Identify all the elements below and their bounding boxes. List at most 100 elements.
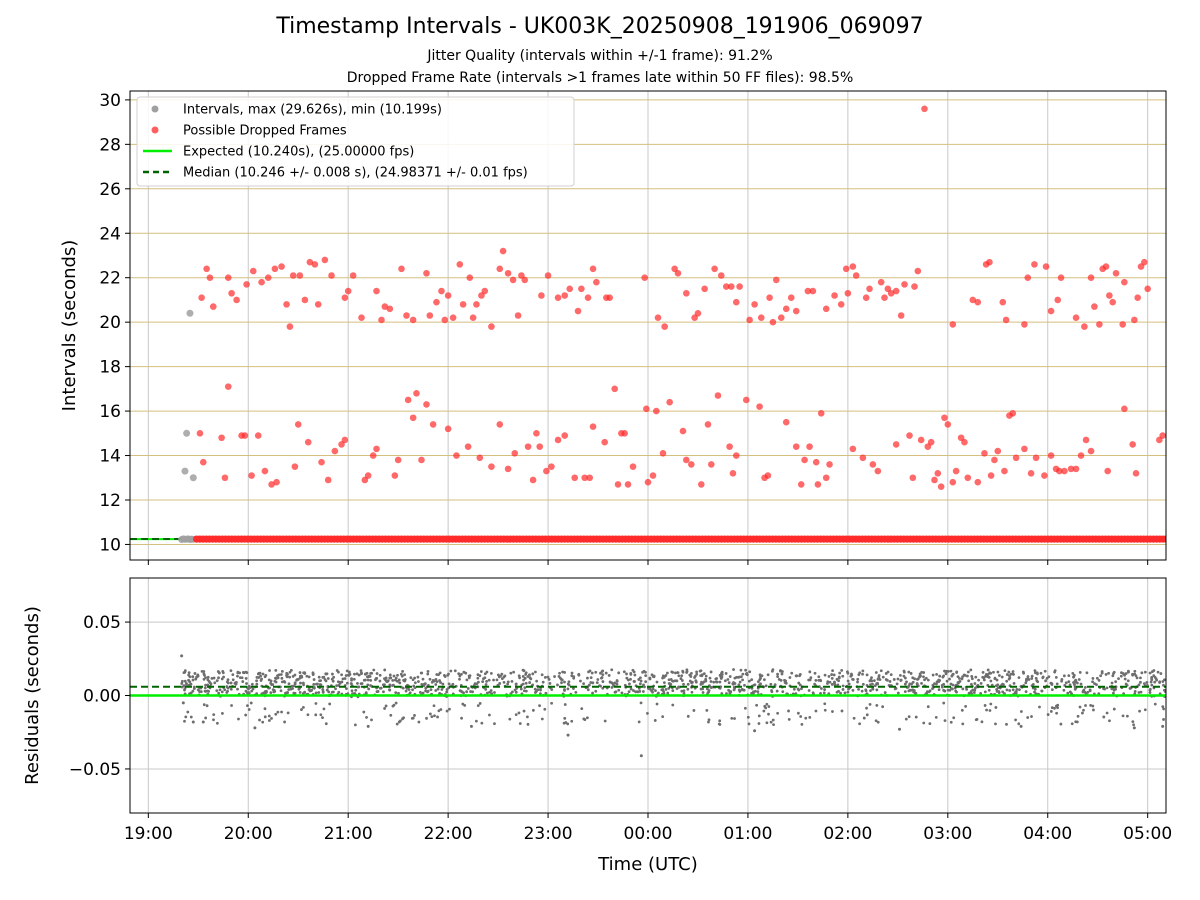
residual-point [332, 675, 336, 679]
bottom-ytick-label: 0.05 [83, 613, 121, 633]
residual-point [302, 705, 305, 709]
residual-point [276, 674, 279, 678]
residual-point [247, 708, 251, 711]
dropped-frame-point [809, 287, 817, 295]
dropped-frame-point [456, 261, 464, 268]
residual-point [603, 719, 607, 723]
residual-point [1110, 681, 1114, 685]
residual-point [775, 689, 779, 693]
dropped-frame-point [717, 272, 725, 279]
residual-point [191, 678, 195, 682]
residual-point [1103, 687, 1106, 691]
residual-point [448, 707, 451, 711]
residual-point [831, 669, 834, 672]
residual-point [836, 683, 840, 687]
residual-point [267, 714, 271, 718]
residual-point [599, 684, 602, 688]
residual-point [634, 690, 637, 694]
residual-point [781, 670, 784, 673]
residual-point [861, 672, 864, 676]
residual-point [465, 678, 469, 682]
residual-point [212, 676, 216, 680]
residual-point [229, 681, 233, 685]
residual-point [748, 670, 752, 674]
dropped-frame-point [666, 398, 673, 406]
residual-point [601, 669, 605, 673]
residual-point [196, 688, 200, 692]
residual-point [769, 682, 773, 686]
dropped-frame-point [1082, 436, 1090, 444]
residual-point [667, 678, 671, 682]
residual-point [244, 713, 248, 717]
residual-point [393, 678, 397, 682]
residual-point [765, 702, 769, 706]
residual-point [465, 690, 469, 694]
residual-point [217, 691, 221, 695]
residual-point [1076, 714, 1080, 718]
residual-point [940, 683, 944, 687]
residual-point [641, 690, 645, 693]
residual-point [759, 676, 762, 680]
residual-point [287, 682, 291, 686]
residual-point [750, 678, 754, 682]
residual-point [218, 688, 222, 692]
residual-point [915, 682, 919, 685]
dropped-frame-point [892, 441, 900, 448]
residual-point [217, 671, 221, 675]
residual-point [327, 690, 331, 694]
residual-point [852, 716, 856, 720]
residual-point [274, 677, 278, 680]
dropped-frame-point [683, 456, 690, 464]
dropped-frame-point [538, 292, 545, 299]
residual-point [517, 711, 521, 715]
residual-point [293, 691, 297, 695]
legend-label: Median (10.246 +/- 0.008 s), (24.98371 +… [183, 166, 528, 181]
residual-point [550, 688, 554, 691]
residual-point [1031, 682, 1035, 686]
residual-point [916, 677, 920, 681]
residual-point [325, 688, 329, 692]
residual-point [937, 680, 941, 684]
residual-point [357, 673, 361, 677]
dropped-frame-point [822, 305, 830, 313]
residual-point [215, 721, 219, 725]
dropped-frame-point [584, 294, 592, 302]
residual-point [924, 676, 928, 680]
dropped-frame-point [1144, 285, 1151, 293]
residual-point [756, 680, 760, 683]
residual-point [892, 678, 896, 681]
residual-point [502, 680, 506, 684]
dropped-frame-point [906, 432, 913, 439]
residual-point [876, 720, 880, 724]
dropped-frame-point [593, 278, 600, 286]
residual-point [1093, 682, 1096, 686]
residual-point [563, 716, 567, 720]
residual-point [383, 683, 386, 687]
residual-point [967, 679, 971, 683]
x-axis-label: Time (UTC) [597, 854, 698, 875]
residual-point [644, 670, 647, 674]
residual-point [367, 687, 371, 691]
x-tick-label: 21:00 [324, 824, 373, 844]
residual-point [335, 669, 339, 672]
residual-point [931, 673, 935, 677]
residual-point [1153, 675, 1157, 679]
residual-point [245, 671, 249, 675]
dropped-frame-point [466, 274, 474, 282]
residual-point [665, 671, 669, 675]
residual-point [994, 706, 998, 709]
residual-point [476, 704, 480, 708]
residual-point [670, 670, 674, 674]
dropped-frame-point [1021, 321, 1028, 328]
residual-point [391, 684, 394, 687]
residual-point [837, 679, 840, 683]
residual-point [220, 690, 224, 694]
residual-point [1039, 671, 1043, 675]
residual-point [447, 682, 451, 686]
residual-point [965, 687, 969, 691]
dropped-frame-point [772, 276, 780, 284]
residual-point [881, 675, 885, 679]
residual-point [747, 722, 751, 726]
residual-point [426, 672, 430, 676]
residual-point [306, 713, 310, 717]
